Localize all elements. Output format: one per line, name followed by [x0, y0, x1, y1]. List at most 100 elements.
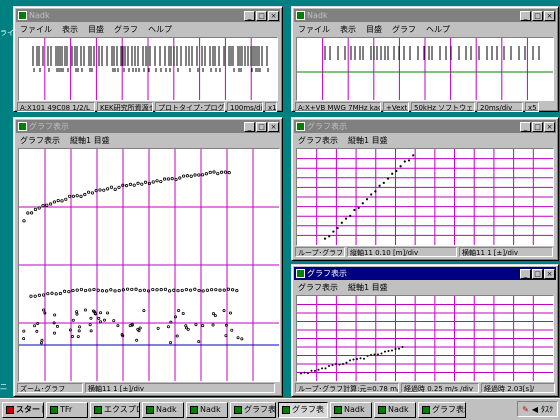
taskbar-button[interactable]: Nadk: [330, 401, 372, 418]
data-point: [386, 177, 390, 180]
title-bar[interactable]: グラフ表示 _ □ ×: [294, 120, 556, 133]
graph-plot[interactable]: [296, 148, 554, 246]
maximize-button[interactable]: □: [532, 268, 543, 279]
window-title: Nadk: [29, 11, 50, 20]
graph-plot[interactable]: [296, 295, 554, 382]
minimize-button[interactable]: _: [520, 10, 531, 21]
close-button[interactable]: ×: [268, 121, 279, 132]
maximize-button[interactable]: □: [532, 121, 543, 132]
app-icon: [296, 122, 305, 131]
nadk-window-1[interactable]: Nadk _ □ × ファイル 表示 目盛 グラフ ヘルプ A:X101 49C08 1…: [13, 6, 283, 112]
graph-window-mid[interactable]: グラフ表示 _ □ × グラフ表示 縦軸1 目盛 ループ･グラフ 縦軸11 0.10…: [291, 117, 559, 261]
menu-item[interactable]: 目盛: [88, 24, 104, 34]
taskbar-button[interactable]: グラフ表示: [230, 401, 276, 418]
close-button[interactable]: ×: [544, 121, 555, 132]
minimize-button[interactable]: _: [520, 268, 531, 279]
menu-item[interactable]: ファイル: [20, 24, 52, 34]
menu-item[interactable]: 縦軸1 目盛: [348, 135, 388, 145]
taskbar-button[interactable]: Nadk: [142, 401, 184, 418]
menu-item[interactable]: 縦軸1 目盛: [348, 282, 388, 292]
data-point: [41, 293, 46, 297]
window-title: グラフ表示: [307, 122, 347, 131]
taskbar-button-label: Nadk: [344, 404, 365, 414]
taskbar-button-label: TFr: [60, 404, 73, 414]
data-point: [89, 329, 93, 333]
title-bar[interactable]: グラフ表示 _ □ ×: [16, 120, 280, 133]
taskbar: スタート TFr エクスプロー Nadk Nadk グラフ表示 グラフ表 Nadk Nadk グ…: [0, 398, 560, 420]
data-point: [189, 174, 193, 178]
close-button[interactable]: ×: [268, 10, 279, 21]
maximize-button[interactable]: □: [256, 121, 267, 132]
title-bar[interactable]: Nadk _ □ ×: [294, 9, 556, 22]
taskbar-button[interactable]: グラフ表示: [418, 401, 466, 418]
taskbar-button[interactable]: TFr: [46, 401, 88, 418]
data-point: [212, 170, 216, 174]
app-icon: [50, 405, 58, 414]
volume-icon[interactable]: ◀: [531, 404, 538, 414]
desktop-icon-label-top[interactable]: ライ: [0, 29, 14, 37]
maximize-button[interactable]: □: [532, 10, 543, 21]
data-point: [50, 291, 54, 295]
title-bar[interactable]: グラフ表示 _ □ ×: [294, 267, 556, 280]
data-point: [83, 308, 87, 312]
data-point: [168, 289, 172, 293]
data-point: [71, 318, 75, 322]
taskbar-button[interactable]: Nadk: [374, 401, 416, 418]
data-point: [181, 312, 185, 316]
taskbar-button[interactable]: エクスプロー: [90, 401, 140, 418]
menu-item[interactable]: ヘルプ: [426, 24, 450, 34]
clock[interactable]: ﾀｽｸ: [541, 404, 553, 414]
data-point: [71, 288, 75, 293]
menu-item[interactable]: グラフ: [392, 24, 416, 34]
data-point: [60, 199, 64, 203]
status-bar: ループ･グラフ 縦軸11 0.10 [m]/div 横軸11 1 [±]/div: [295, 246, 555, 257]
desktop-icon-label-bottom[interactable]: 二: [0, 383, 7, 391]
title-bar[interactable]: Nadk _ □ ×: [16, 9, 280, 22]
menu-item[interactable]: グラフ表示: [298, 282, 338, 292]
menu-item[interactable]: 表示: [62, 24, 78, 34]
taskbar-button[interactable]: Nadk: [186, 401, 228, 418]
menu-item[interactable]: グラフ表示: [298, 135, 338, 145]
menu-item[interactable]: 縦軸1 目盛: [70, 135, 110, 145]
pulse-train-plot: [297, 38, 553, 100]
graph-plot[interactable]: [18, 148, 280, 382]
data-point: [112, 319, 116, 323]
close-button[interactable]: ×: [544, 268, 555, 279]
taskbar-button-label: グラフ表示: [244, 404, 276, 414]
graph-window-active[interactable]: グラフ表示 _ □ × グラフ表示 縦軸1 目盛 ループ･グラフ計算:元=0.78…: [291, 264, 559, 397]
data-point: [22, 329, 26, 333]
data-point: [98, 188, 102, 192]
data-point: [213, 314, 217, 318]
minimize-button[interactable]: _: [244, 121, 255, 132]
taskbar-button[interactable]: グラフ表: [278, 401, 328, 418]
menu-item[interactable]: ヘルプ: [148, 24, 172, 34]
minimize-button[interactable]: _: [520, 121, 531, 132]
signal-plot[interactable]: [296, 37, 554, 101]
data-point: [52, 200, 57, 204]
close-button[interactable]: ×: [544, 10, 555, 21]
data-point: [120, 333, 124, 337]
start-button[interactable]: スタート: [2, 401, 44, 418]
maximize-button[interactable]: □: [256, 10, 267, 21]
menu-item[interactable]: グラフ表示: [20, 135, 60, 145]
data-point: [182, 174, 186, 178]
menu-item[interactable]: グラフ: [114, 24, 138, 34]
nadk-window-2[interactable]: Nadk _ □ × ファイル 表示 目盛 グラフ ヘルプ A:X+VB MWG 7MH…: [291, 6, 559, 112]
data-point: [163, 177, 167, 181]
graph-window-large[interactable]: グラフ表示 _ □ × グラフ表示 縦軸1 目盛 ズーム･グラフ 横軸11 1 [±…: [13, 117, 283, 397]
app-icon: [378, 405, 386, 414]
data-point: [128, 182, 133, 186]
data-point: [33, 324, 37, 328]
pen-icon[interactable]: ✎: [522, 404, 529, 414]
data-point: [216, 171, 220, 176]
data-point: [399, 165, 402, 168]
data-point: [136, 181, 140, 185]
menu-item[interactable]: 目盛: [366, 24, 382, 34]
data-point: [159, 179, 163, 184]
minimize-button[interactable]: _: [244, 10, 255, 21]
signal-plot[interactable]: [18, 37, 278, 101]
menu-item[interactable]: ファイル: [298, 24, 330, 34]
data-point: [340, 221, 343, 224]
menu-item[interactable]: 表示: [340, 24, 356, 34]
data-point: [33, 294, 37, 298]
